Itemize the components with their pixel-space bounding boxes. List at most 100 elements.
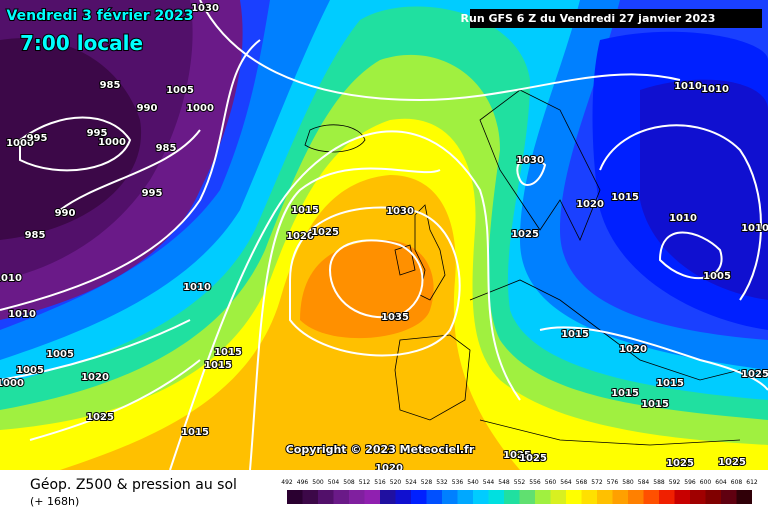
isobar-label: 1005 [16,365,44,376]
colorbar-tick-label: 492 [281,479,293,486]
colorbar-swatch [581,490,597,504]
colorbar-tick-label: 516 [374,479,386,486]
isobar-label: 1005 [166,85,194,96]
colorbar-tick-label: 552 [514,479,526,486]
colorbar-swatch [426,490,442,504]
isobar-label: 1015 [181,427,209,438]
colorbar-tick-label: 568 [576,479,588,486]
colorbar-tick-label: 512 [359,479,371,486]
isobar-label: 1010 [741,223,768,234]
colorbar-swatch [628,490,644,504]
isobar-label: 985 [100,80,121,91]
colorbar-tick-label: 540 [467,479,479,486]
isobar-label: 1000 [0,378,24,389]
colorbar-swatch [736,490,752,504]
valid-date: Vendredi 3 février 2023 [7,8,194,24]
colorbar-swatch [721,490,737,504]
colorbar-tick-label: 504 [328,479,340,486]
colorbar-swatch [364,490,380,504]
colorbar-tick-label: 572 [591,479,603,486]
colorbar-tick-label: 528 [421,479,433,486]
isobar-label: 1020 [81,372,109,383]
isobar-label: 1000 [6,138,34,149]
colorbar-tick-label: 612 [746,479,758,486]
isobar-label: 990 [55,208,76,219]
colorbar-swatch [287,490,303,504]
isobar-label: 1015 [204,360,232,371]
colorbar-tick-label: 576 [607,479,619,486]
isobar-label: 1010 [0,273,22,284]
isobar-label: 995 [87,128,108,139]
colorbar: 492 496 500 504 508 512 516 520 524 528 532 536 540 5… [281,479,758,504]
colorbar-tick-label: 564 [560,479,572,486]
isobar-label: 1025 [718,457,746,468]
isobar-label: 1030 [516,155,544,166]
colorbar-tick-label: 536 [452,479,464,486]
colorbar-swatch [659,490,675,504]
colorbar-swatch [504,490,520,504]
isobars [0,0,768,471]
colorbar-tick-label: 532 [436,479,448,486]
colorbar-tick-label: 604 [715,479,727,486]
isobar-label: 1005 [703,271,731,282]
isobar-label: 1020 [286,231,314,242]
colorbar-tick-label: 508 [343,479,355,486]
isobar-label: 995 [27,133,48,144]
colorbar-swatch [705,490,721,504]
colorbar-swatch [597,490,613,504]
isobar-label: 1015 [611,388,639,399]
isobar-label: 1010 [674,81,702,92]
isobar-label: 1000 [186,103,214,114]
colorbar-swatch [380,490,396,504]
colorbar-tick-label: 600 [700,479,712,486]
isobar-label: 985 [156,143,177,154]
colorbar-tick-label: 584 [638,479,650,486]
isobar-label: 1005 [46,349,74,360]
isobar-label: 1015 [656,378,684,389]
colorbar-tick-label: 500 [312,479,324,486]
pressure-field [0,0,768,471]
colorbar-swatch [411,490,427,504]
isobar-label: 1025 [519,453,547,464]
colorbar-swatch [612,490,628,504]
isobar-label: 995 [142,188,163,199]
isobar-label: 1025 [741,369,768,380]
isobar-label: 1010 [669,213,697,224]
colorbar-tick-label: 596 [684,479,696,486]
footer-title: Géop. Z500 & pression au sol [30,477,237,493]
colorbar-swatch [333,490,349,504]
isobar-label: 1035 [381,312,409,323]
run-box [470,9,762,28]
colorbar-swatch [473,490,489,504]
isobar-label: 1015 [214,347,242,358]
isobar-label: 1020 [619,344,647,355]
copyright: Copyright © 2023 Meteociel.fr [286,443,475,456]
isobar-label: 1025 [86,412,114,423]
isobar-label: 1025 [503,450,531,461]
run-label: Run GFS 6 Z du Vendredi 27 janvier 2023 [461,12,716,25]
isobar-label: 1015 [291,205,319,216]
colorbar-tick-label: 592 [669,479,681,486]
colorbar-swatch [302,490,318,504]
colorbar-tick-label: 580 [622,479,634,486]
colorbar-tick-label: 544 [483,479,495,486]
colorbar-swatch [535,490,551,504]
isobar-label: 1010 [701,84,729,95]
local-time: 7:00 locale [20,31,143,55]
colorbar-swatch [674,490,690,504]
colorbar-swatch [690,490,706,504]
isobar-label: 1015 [641,399,669,410]
colorbar-swatch [643,490,659,504]
isobar-label: 1010 [183,282,211,293]
colorbar-tick-label: 556 [529,479,541,486]
colorbar-swatch [519,490,535,504]
isobar-label: 1025 [666,458,694,469]
isobar-label: 1015 [561,329,589,340]
isobar-label: 1025 [311,227,339,238]
colorbar-swatch [488,490,504,504]
isobar-label: 1000 [98,137,126,148]
colorbar-tick-label: 560 [545,479,557,486]
isobar-label: 1010 [8,309,36,320]
isobar-label: 1020 [576,199,604,210]
